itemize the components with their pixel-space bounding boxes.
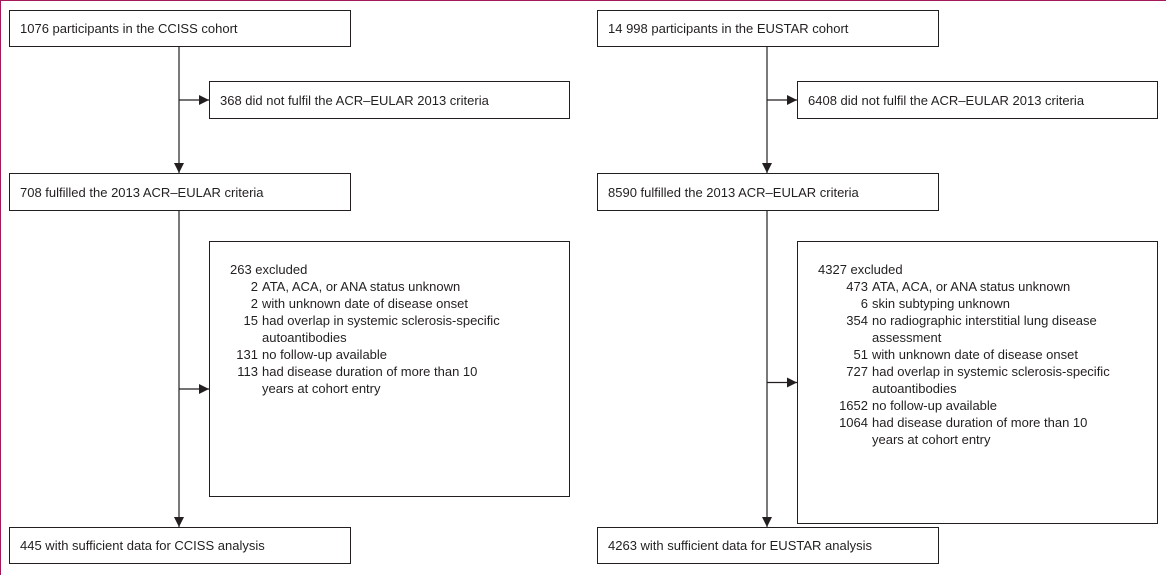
exclusion-item: years at cohort entry	[230, 380, 569, 397]
exclusion-count: 473	[846, 279, 868, 294]
exclusion-count	[230, 380, 258, 397]
exclusion-reason: had overlap in systemic sclerosis-specif…	[262, 313, 500, 328]
arrowhead	[787, 377, 797, 388]
exclusion-reason: assessment	[872, 330, 942, 345]
exclusion-item: 6 skin subtyping unknown	[818, 295, 1157, 312]
exclusion-reason: with unknown date of disease onset	[872, 347, 1078, 362]
arrowhead	[199, 384, 209, 394]
arrowhead	[199, 95, 209, 105]
exclusion-reason: had disease duration of more than 10	[872, 415, 1088, 430]
exclusion-item: assessment	[818, 329, 1157, 346]
exclusion-count: 727	[846, 364, 868, 379]
exclusion-count: 6	[860, 296, 868, 311]
fulfilled-box: 708 fulfilled the 2013 ACR–EULAR criteri…	[9, 173, 351, 211]
exclusion-count: 131	[236, 347, 258, 362]
exclusion-reason: had disease duration of more than 10	[262, 364, 478, 379]
exclusion-box: 263 excluded 2 ATA, ACA, or ANA status unk…	[209, 241, 570, 497]
exclusion-count	[818, 380, 868, 397]
exclusion-reason: years at cohort entry	[872, 432, 991, 447]
exclusion-count: 15	[243, 313, 258, 328]
exclusion-item: 2 ATA, ACA, or ANA status unknown	[230, 278, 569, 295]
exclusion-item: 131 no follow-up available	[230, 346, 569, 363]
exclusion-reason: autoantibodies	[872, 381, 957, 396]
final-box: 4263 with sufficient data for EUSTAR ana…	[597, 527, 939, 564]
exclusion-reason: years at cohort entry	[262, 381, 381, 396]
arrowhead	[762, 517, 772, 527]
exclusion-item: years at cohort entry	[818, 431, 1157, 448]
exclusion-item: 113 had disease duration of more than 10	[230, 363, 569, 380]
exclusion-count: 2	[250, 279, 258, 294]
exclusion-item: 2 with unknown date of disease onset	[230, 295, 569, 312]
exclusion-count: 1064	[839, 415, 868, 430]
exclusion-item: 1064 had disease duration of more than 10	[818, 414, 1157, 431]
exclusion-count: 2	[250, 296, 258, 311]
exclusion-box: 4327 excluded 473 ATA, ACA, or ANA status …	[797, 241, 1158, 524]
arrowhead	[762, 163, 772, 173]
final-box: 445 with sufficient data for CCISS analy…	[9, 527, 351, 564]
arrowhead	[174, 163, 184, 173]
exclusion-count: 51	[853, 347, 868, 362]
exclusion-reason: skin subtyping unknown	[872, 296, 1011, 311]
exclusion-box: 6408 did not fulfil the ACR–EULAR 2013 c…	[797, 81, 1158, 119]
exclusion-heading: 4327 excluded	[818, 262, 903, 277]
exclusion-box: 368 did not fulfil the ACR–EULAR 2013 cr…	[209, 81, 570, 119]
exclusion-item: autoantibodies	[818, 380, 1157, 397]
exclusion-reason: ATA, ACA, or ANA status unknown	[872, 279, 1071, 294]
arrowhead	[174, 517, 184, 527]
exclusion-item: 727 had overlap in systemic sclerosis-spe…	[818, 363, 1157, 380]
exclusion-heading: 263 excluded	[230, 262, 308, 277]
exclusion-count	[230, 329, 258, 346]
exclusion-item: 1652 no follow-up available	[818, 397, 1157, 414]
exclusion-reason: no follow-up available	[262, 347, 388, 362]
exclusion-item: 15 had overlap in systemic sclerosis-spec…	[230, 312, 569, 329]
exclusion-reason: ATA, ACA, or ANA status unknown	[262, 279, 461, 294]
exclusion-reason: autoantibodies	[262, 330, 347, 345]
exclusion-count: 354	[846, 313, 868, 328]
exclusion-reason: had overlap in systemic sclerosis-specif…	[872, 364, 1110, 379]
exclusion-count: 1652	[839, 398, 868, 413]
exclusion-reason: no radiographic interstitial lung diseas…	[872, 313, 1097, 328]
fulfilled-box: 8590 fulfilled the 2013 ACR–EULAR criter…	[597, 173, 939, 211]
exclusion-count: 113	[237, 364, 258, 379]
exclusion-count	[818, 329, 868, 346]
exclusion-item: autoantibodies	[230, 329, 569, 346]
source-box: 1076 participants in the CCISS cohort	[9, 10, 351, 47]
exclusion-item: 51 with unknown date of disease onset	[818, 346, 1157, 363]
exclusion-count	[818, 431, 868, 448]
arrowhead	[787, 95, 797, 105]
exclusion-reason: with unknown date of disease onset	[262, 296, 468, 311]
source-box: 14 998 participants in the EUSTAR cohort	[597, 10, 939, 47]
exclusion-item: 473 ATA, ACA, or ANA status unknown	[818, 278, 1157, 295]
exclusion-reason: no follow-up available	[872, 398, 998, 413]
exclusion-item: 354 no radiographic interstitial lung dis…	[818, 312, 1157, 329]
